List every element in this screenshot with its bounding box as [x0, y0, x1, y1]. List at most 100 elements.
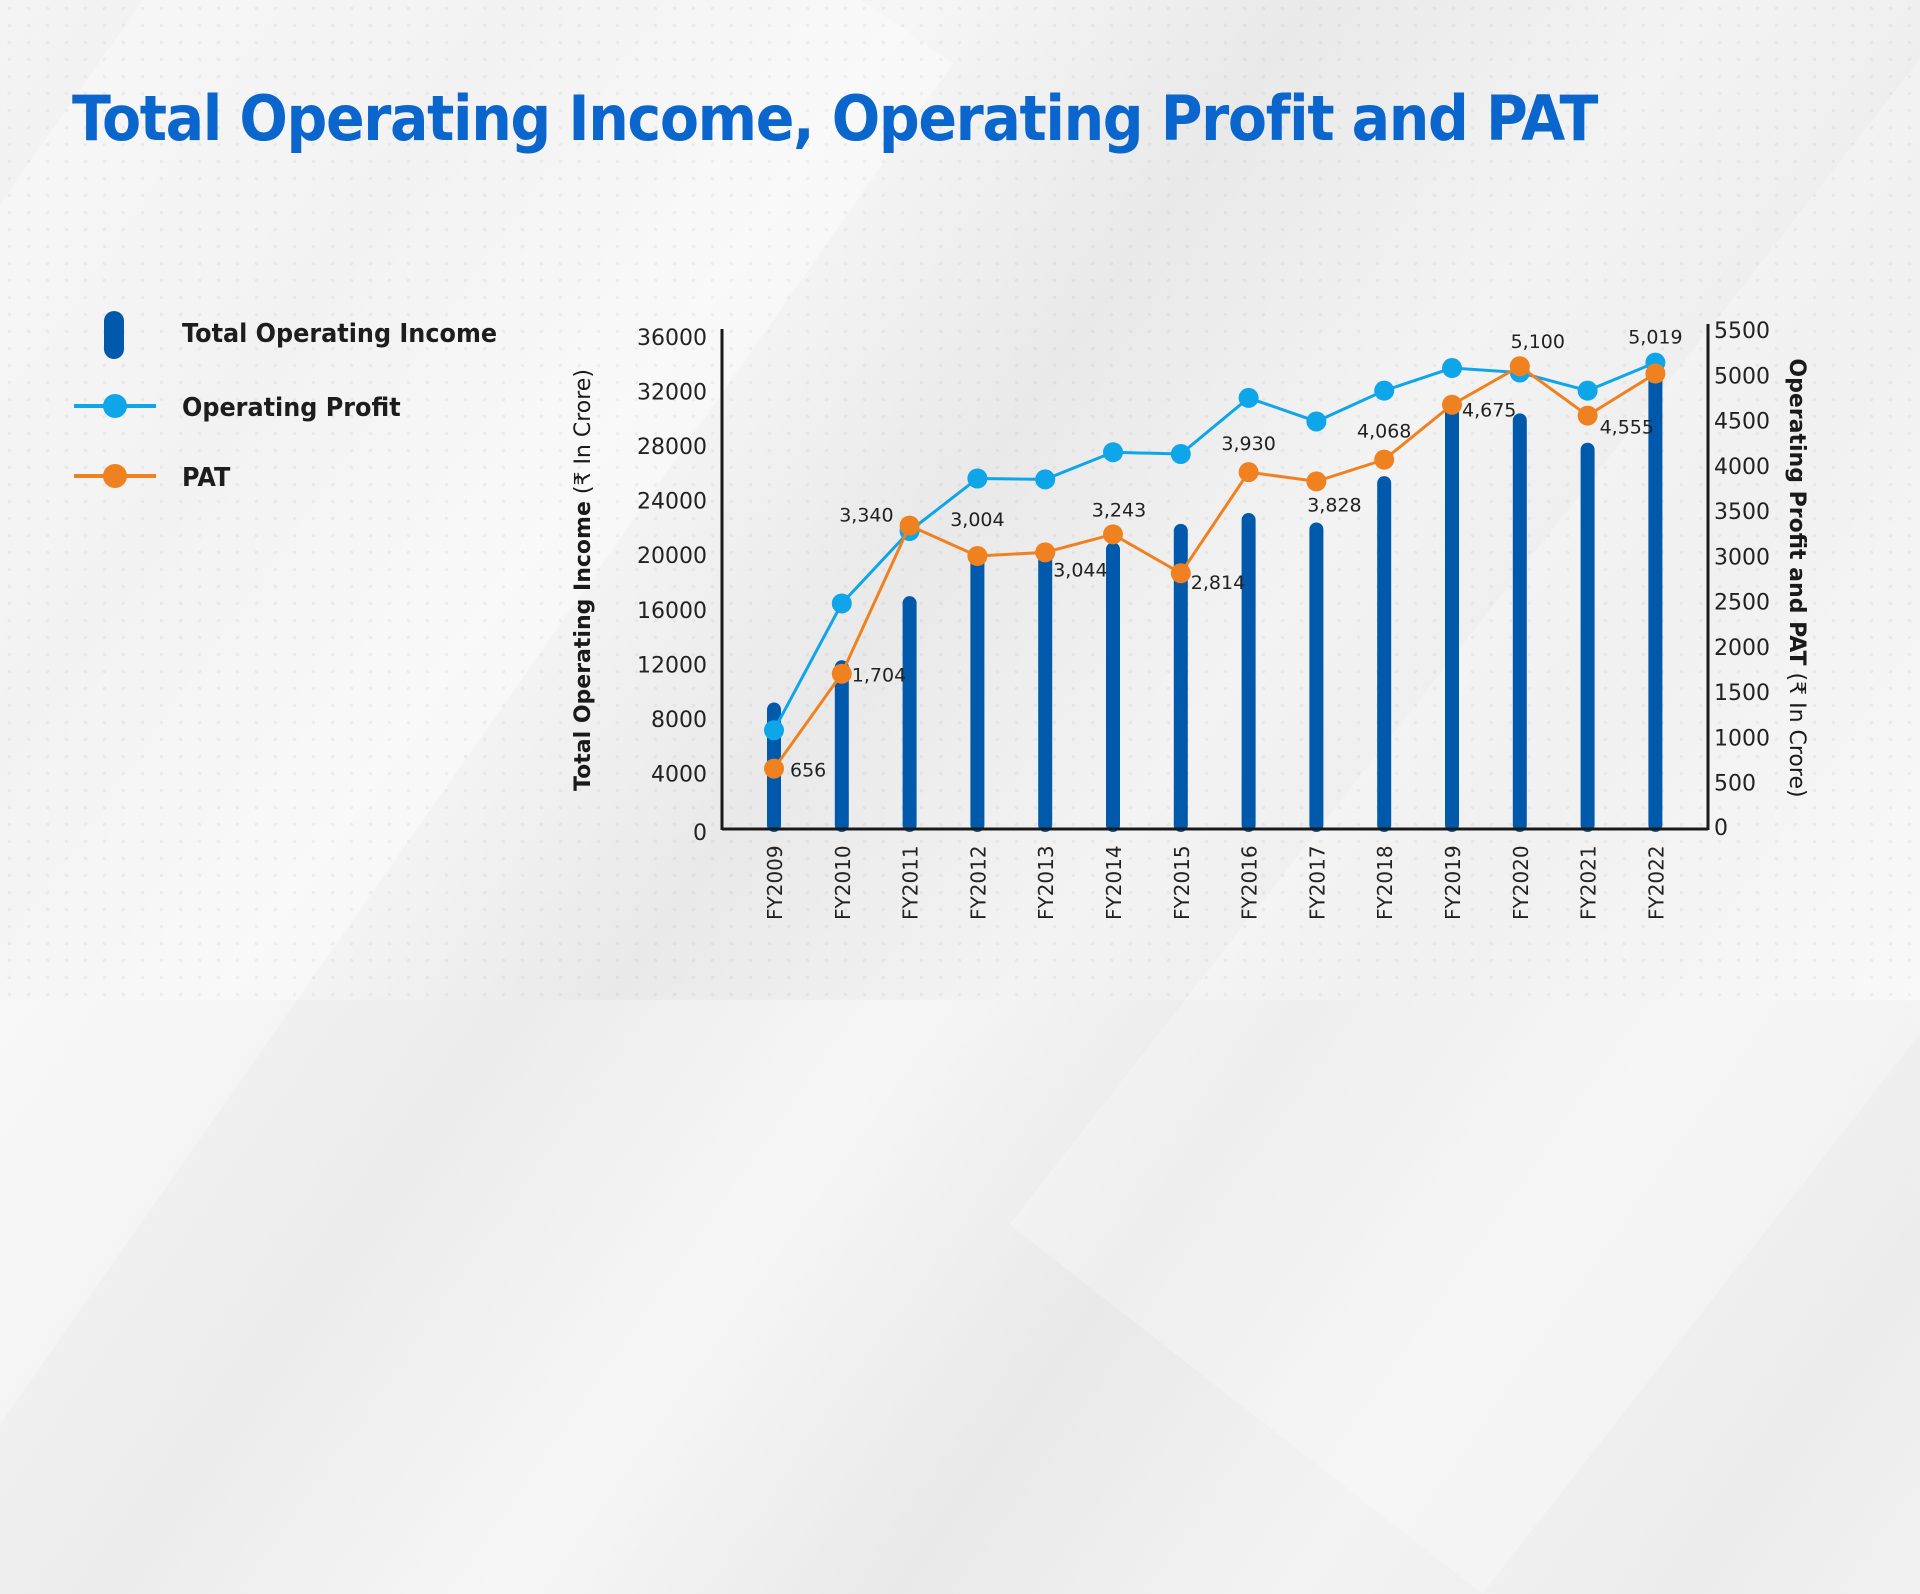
- right-axis-tick: 2500: [1714, 591, 1770, 616]
- left-axis-tick: 20000: [637, 544, 707, 569]
- operating-profit-point: [831, 593, 852, 614]
- x-axis-label: FY2016: [1238, 845, 1262, 920]
- pat-data-label: 4,068: [1357, 421, 1411, 443]
- pat-data-label: 3,930: [1221, 433, 1275, 455]
- pat-data-label: 2,814: [1191, 572, 1245, 594]
- legend-label: Total Operating Income: [182, 319, 498, 349]
- right-axis-tick: 500: [1714, 772, 1756, 797]
- pat-point: [899, 515, 920, 536]
- pat-point: [967, 546, 988, 567]
- bars-total-operating-income: [767, 368, 1663, 832]
- right-axis-title-bold: Operating Profit and PAT: [1784, 358, 1809, 665]
- bar: [1106, 542, 1120, 832]
- left-axis-tick: 4000: [651, 762, 707, 787]
- pat-data-label: 3,044: [1053, 559, 1107, 581]
- operating-profit-point: [764, 720, 784, 741]
- x-axis-label: FY2011: [899, 845, 923, 920]
- x-axis-label: FY2020: [1509, 845, 1533, 920]
- right-axis-tick: 5500: [1714, 319, 1770, 344]
- bar: [1038, 552, 1053, 832]
- pat-point: [1238, 462, 1259, 483]
- right-axis-tick: 2000: [1714, 636, 1770, 661]
- pat-data-label: 4,675: [1462, 400, 1516, 422]
- line-pat: [764, 356, 1666, 779]
- pat-point: [1170, 563, 1191, 584]
- x-axis-label: FY2015: [1170, 845, 1194, 920]
- line-dot-swatch-icon-dot: [103, 464, 127, 488]
- combo-chart: 0400080001200016000200002400028000320003…: [571, 319, 1809, 920]
- right-axis-tick: 1500: [1714, 681, 1770, 706]
- x-axis-label: FY2014: [1102, 845, 1126, 920]
- right-axis-title: Operating Profit and PAT (₹ In Crore): [1784, 358, 1809, 797]
- bar: [1512, 413, 1527, 832]
- bar: [1241, 512, 1256, 832]
- pat-point: [1103, 524, 1123, 545]
- right-axis-title-unit: (₹ In Crore): [1784, 666, 1809, 798]
- bar: [834, 660, 849, 832]
- pat-point: [764, 758, 784, 779]
- x-axis-label: FY2022: [1644, 845, 1668, 920]
- x-axis-label: FY2017: [1305, 845, 1329, 920]
- left-axis-tick: 0: [693, 821, 707, 846]
- legend-label: PAT: [182, 463, 231, 493]
- pat-data-label: 3,828: [1307, 494, 1361, 516]
- pat-data-label: 656: [790, 760, 826, 782]
- pat-point: [1442, 394, 1462, 415]
- left-axis-title-bold: Total Operating Income: [571, 501, 596, 791]
- pat-point: [1577, 405, 1598, 426]
- left-axis-title-unit: (₹ In Crore): [571, 369, 596, 501]
- operating-profit-point: [1035, 469, 1056, 490]
- bar: [1445, 402, 1459, 832]
- left-axis-tick: 8000: [651, 708, 707, 733]
- bar: [1173, 523, 1188, 832]
- right-axis-tick: 5000: [1714, 364, 1770, 389]
- pat-point: [1645, 363, 1666, 384]
- operating-profit-point: [1103, 442, 1123, 463]
- right-axis-tick: 4500: [1714, 410, 1770, 435]
- right-axis-tick: 0: [1714, 816, 1728, 841]
- bar: [1377, 476, 1392, 832]
- x-axis-label: FY2019: [1441, 845, 1465, 920]
- right-axis-tick: 3000: [1714, 545, 1770, 570]
- pat-data-label: 1,704: [852, 665, 906, 687]
- bar-swatch-icon: [104, 311, 124, 359]
- x-axis-label: FY2010: [831, 845, 855, 920]
- right-axis-tick: 4000: [1714, 455, 1770, 480]
- x-axis-label: FY2021: [1577, 845, 1601, 920]
- right-axis-tick: 1000: [1714, 726, 1770, 751]
- pat-point: [1374, 449, 1395, 470]
- pat-data-label: 5,019: [1628, 327, 1682, 349]
- x-axis-label: FY2012: [966, 845, 990, 920]
- left-axis-title: Total Operating Income (₹ In Crore): [571, 369, 596, 791]
- x-axis-label: FY2013: [1034, 845, 1058, 920]
- left-axis-tick: 16000: [637, 599, 707, 624]
- operating-profit-point: [1374, 380, 1395, 401]
- pat-point: [1509, 356, 1530, 377]
- pat-point: [1035, 542, 1056, 563]
- pat-point: [831, 663, 852, 684]
- data-labels: 656 1,704 3,340 3,004 3,044 3,243 2,814 3,930 3,…: [790, 327, 1683, 782]
- pat-path: [772, 364, 1657, 770]
- operating-profit-point: [967, 468, 988, 489]
- right-axis-tick: 3500: [1714, 500, 1770, 525]
- bar: [902, 596, 917, 832]
- operating-profit-point: [1306, 411, 1327, 432]
- left-axis-tick: 32000: [637, 381, 707, 406]
- legend-label: Operating Profit: [182, 393, 401, 423]
- pat-point: [1306, 471, 1327, 492]
- operating-profit-point: [1170, 444, 1191, 465]
- line-dot-swatch-icon-dot: [103, 394, 127, 418]
- left-axis-tick: 36000: [637, 326, 707, 351]
- pat-data-label: 3,340: [839, 505, 893, 527]
- left-axis-tick: 12000: [637, 653, 707, 678]
- x-axis-label: FY2018: [1373, 845, 1397, 920]
- x-axis-label: FY2009: [763, 845, 787, 920]
- pat-data-label: 3,243: [1092, 499, 1146, 521]
- left-axis-tick: 28000: [637, 435, 707, 460]
- bar: [1309, 522, 1324, 832]
- pat-data-label: 3,004: [950, 509, 1004, 531]
- axes: 0400080001200016000200002400028000320003…: [637, 319, 1770, 920]
- line-operating-profit: [764, 352, 1666, 741]
- bar: [970, 552, 985, 832]
- chart-title: Total Operating Income, Operating Profit…: [72, 82, 1598, 155]
